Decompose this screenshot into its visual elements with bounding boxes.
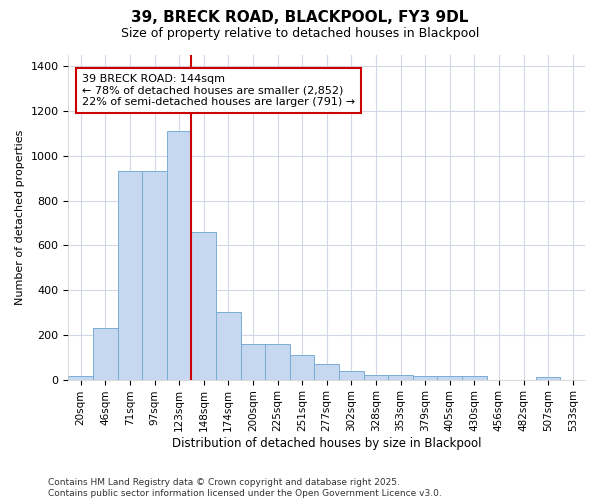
Bar	[167, 131, 191, 380]
Bar	[388, 374, 413, 380]
Bar	[68, 376, 93, 380]
Text: Size of property relative to detached houses in Blackpool: Size of property relative to detached ho…	[121, 28, 479, 40]
Bar	[216, 312, 241, 380]
Bar	[93, 328, 118, 380]
Bar	[314, 364, 339, 380]
Bar	[241, 344, 265, 380]
Text: 39, BRECK ROAD, BLACKPOOL, FY3 9DL: 39, BRECK ROAD, BLACKPOOL, FY3 9DL	[131, 10, 469, 25]
Bar	[118, 172, 142, 380]
Text: 39 BRECK ROAD: 144sqm
← 78% of detached houses are smaller (2,852)
22% of semi-d: 39 BRECK ROAD: 144sqm ← 78% of detached …	[82, 74, 355, 107]
Bar	[437, 376, 462, 380]
Bar	[364, 374, 388, 380]
Bar	[191, 232, 216, 380]
Bar	[413, 376, 437, 380]
Bar	[462, 376, 487, 380]
Bar	[142, 172, 167, 380]
Bar	[265, 344, 290, 380]
Bar	[536, 377, 560, 380]
Y-axis label: Number of detached properties: Number of detached properties	[15, 130, 25, 305]
X-axis label: Distribution of detached houses by size in Blackpool: Distribution of detached houses by size …	[172, 437, 481, 450]
Bar	[290, 355, 314, 380]
Text: Contains HM Land Registry data © Crown copyright and database right 2025.
Contai: Contains HM Land Registry data © Crown c…	[48, 478, 442, 498]
Bar	[339, 370, 364, 380]
